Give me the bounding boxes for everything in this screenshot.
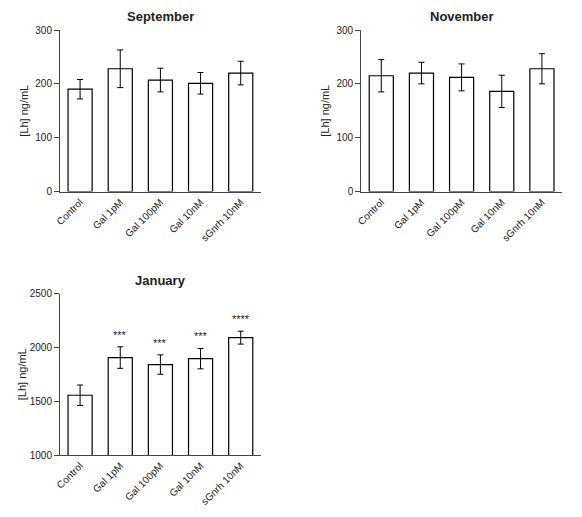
svg-text:200: 200 (35, 78, 52, 89)
svg-text:0: 0 (348, 186, 354, 197)
svg-text:****: **** (232, 313, 250, 325)
svg-text:Gal 100pM: Gal 100pM (123, 460, 165, 502)
svg-text:[Lh] ng/mL: [Lh] ng/mL (16, 348, 28, 400)
svg-text:Gal 1pM: Gal 1pM (91, 460, 126, 495)
svg-text:100: 100 (35, 132, 52, 143)
svg-text:January: January (135, 273, 186, 288)
svg-text:***: *** (113, 329, 127, 341)
svg-text:2500: 2500 (30, 288, 53, 299)
svg-text:0: 0 (46, 186, 52, 197)
svg-text:Gal 10nM: Gal 10nM (167, 460, 205, 498)
svg-text:sGnrh 10nM: sGnrh 10nM (199, 460, 246, 507)
svg-text:September: September (127, 9, 194, 24)
svg-text:sGnrh 10nM: sGnrh 10nM (199, 197, 246, 244)
svg-text:[Lh] ng/mL: [Lh] ng/mL (18, 85, 30, 137)
svg-text:Gal 1pM: Gal 1pM (91, 197, 126, 232)
svg-text:300: 300 (35, 25, 52, 36)
svg-text:***: *** (153, 337, 167, 349)
svg-text:Control: Control (356, 197, 387, 228)
svg-text:2000: 2000 (30, 342, 53, 353)
svg-text:Control: Control (54, 197, 85, 228)
svg-text:Gal 10nM: Gal 10nM (468, 197, 506, 235)
svg-text:200: 200 (337, 78, 354, 89)
svg-text:300: 300 (337, 25, 354, 36)
svg-text:Control: Control (54, 460, 85, 491)
svg-text:Gal 1pM: Gal 1pM (392, 197, 427, 232)
svg-text:100: 100 (337, 132, 354, 143)
svg-text:Gal 100pM: Gal 100pM (424, 197, 466, 239)
svg-text:sGnrh 10nM: sGnrh 10nM (500, 197, 547, 244)
svg-text:Gal 100pM: Gal 100pM (123, 197, 165, 239)
svg-text:1000: 1000 (30, 450, 53, 461)
svg-text:1500: 1500 (30, 396, 53, 407)
svg-text:Gal 10nM: Gal 10nM (167, 197, 205, 235)
svg-text:***: *** (194, 330, 208, 342)
svg-text:[Lh] ng/mL: [Lh] ng/mL (319, 85, 331, 137)
svg-text:November: November (430, 9, 494, 24)
